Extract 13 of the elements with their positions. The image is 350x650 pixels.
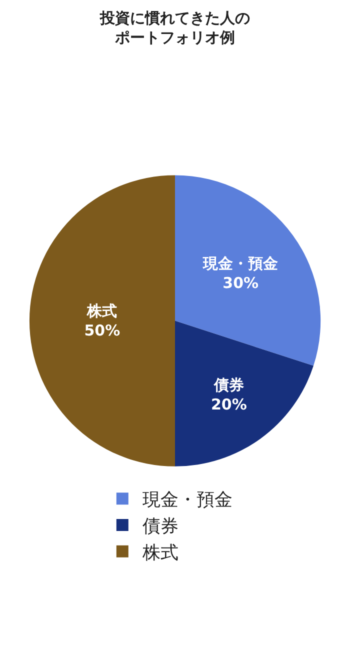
slice-label: 株式 — [86, 302, 118, 320]
data-label: 30% — [222, 274, 259, 292]
legend-label: 現金・預金 — [142, 490, 232, 511]
pie-slice — [30, 175, 175, 466]
legend-label: 債券 — [142, 516, 178, 538]
pie-slice — [175, 175, 320, 366]
slice-label: 債券 — [212, 376, 244, 394]
chart-title: 投資に慣れてきた人のポートフォリオ例 — [99, 8, 250, 46]
data-label: 50% — [84, 322, 120, 340]
pie-slice — [175, 320, 314, 466]
legend-label: 株式 — [141, 542, 178, 564]
slice-label: 現金・預金 — [202, 254, 278, 273]
data-label: 20% — [210, 396, 247, 414]
